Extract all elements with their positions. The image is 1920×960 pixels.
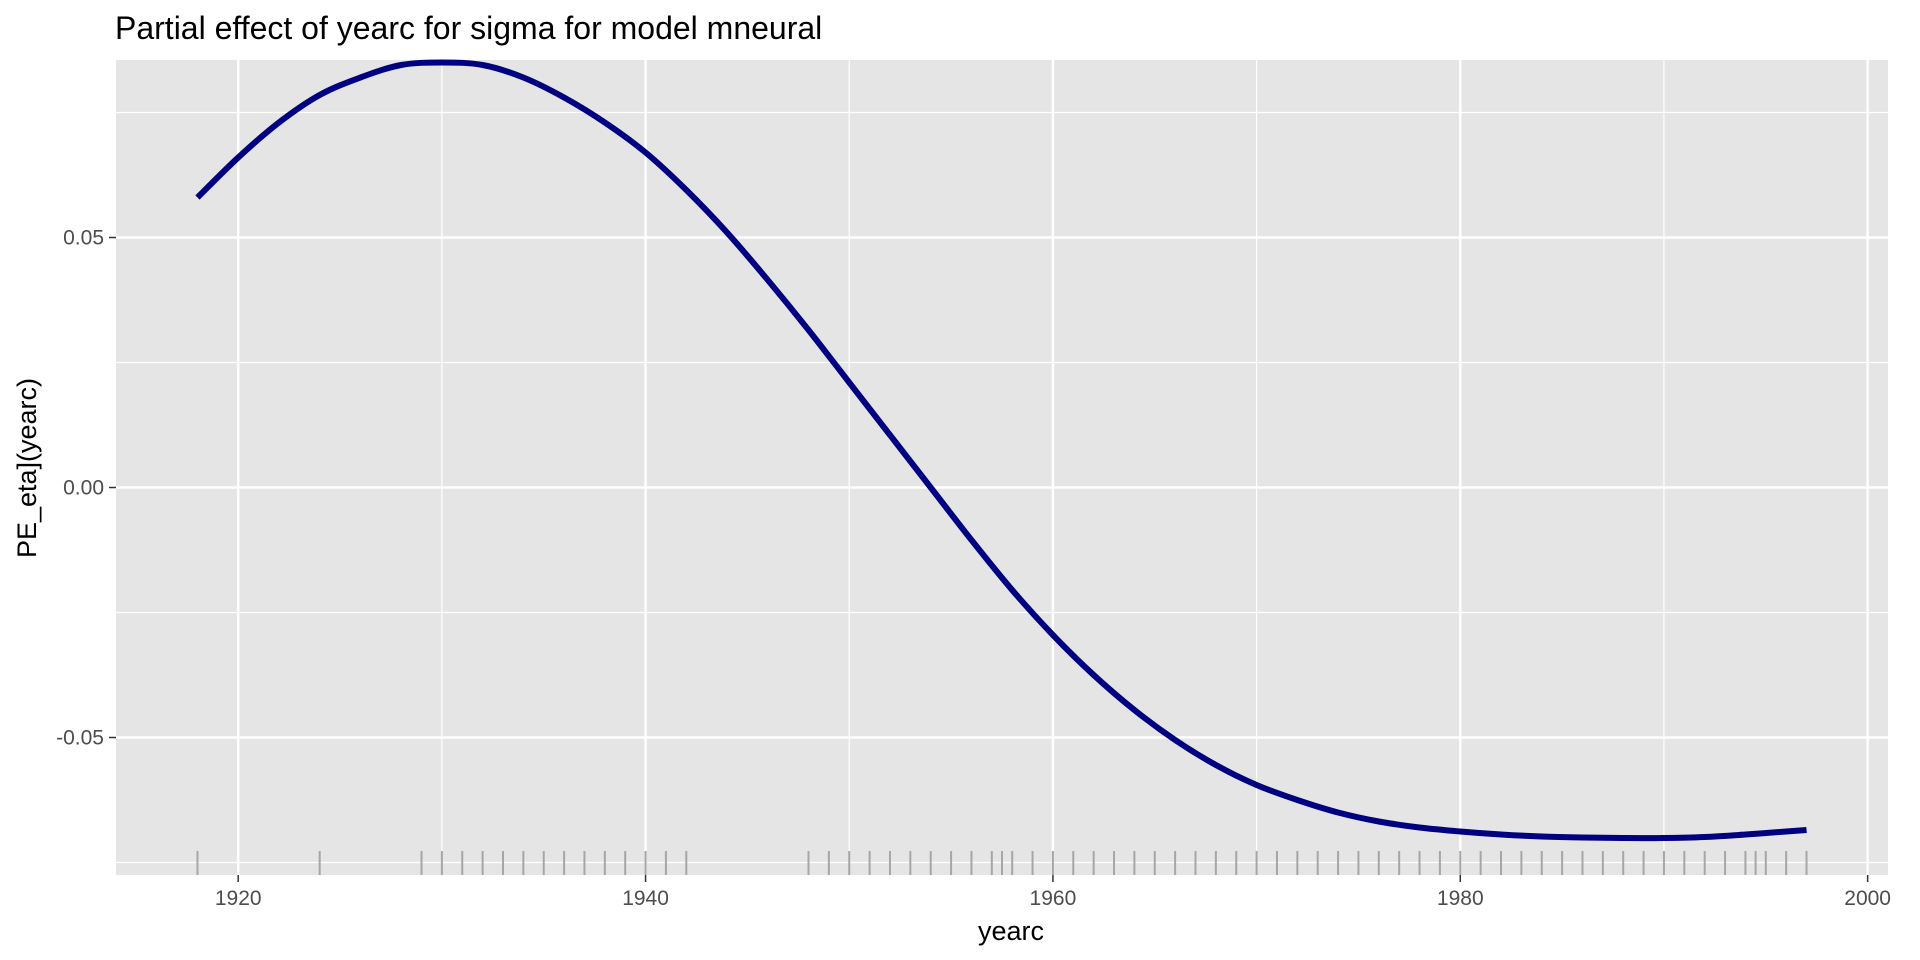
effect-curve — [195, 59, 1807, 842]
x-tick-label: 1940 — [622, 887, 669, 910]
y-tick-label: 0.00 — [63, 477, 104, 500]
x-tick-label: 1960 — [1030, 887, 1077, 910]
x-axis: 1920 1940 1960 1980 2000 — [215, 875, 1891, 910]
x-axis-title: yearc — [978, 916, 1044, 946]
x-tick-label: 1920 — [215, 887, 262, 910]
y-axis-title: PE_eta](yearc) — [12, 378, 42, 558]
x-tick-label: 1980 — [1437, 887, 1484, 910]
y-tick-label: -0.05 — [56, 727, 104, 750]
x-tick-label: 2000 — [1844, 887, 1891, 910]
grid-major — [116, 60, 1888, 875]
plot-panel — [116, 60, 1888, 875]
y-tick-label: 0.05 — [63, 227, 104, 250]
chart-title: Partial effect of yearc for sigma for mo… — [115, 10, 822, 46]
rug-marks — [196, 851, 1808, 875]
y-axis: -0.05 0.00 0.05 — [56, 227, 116, 750]
